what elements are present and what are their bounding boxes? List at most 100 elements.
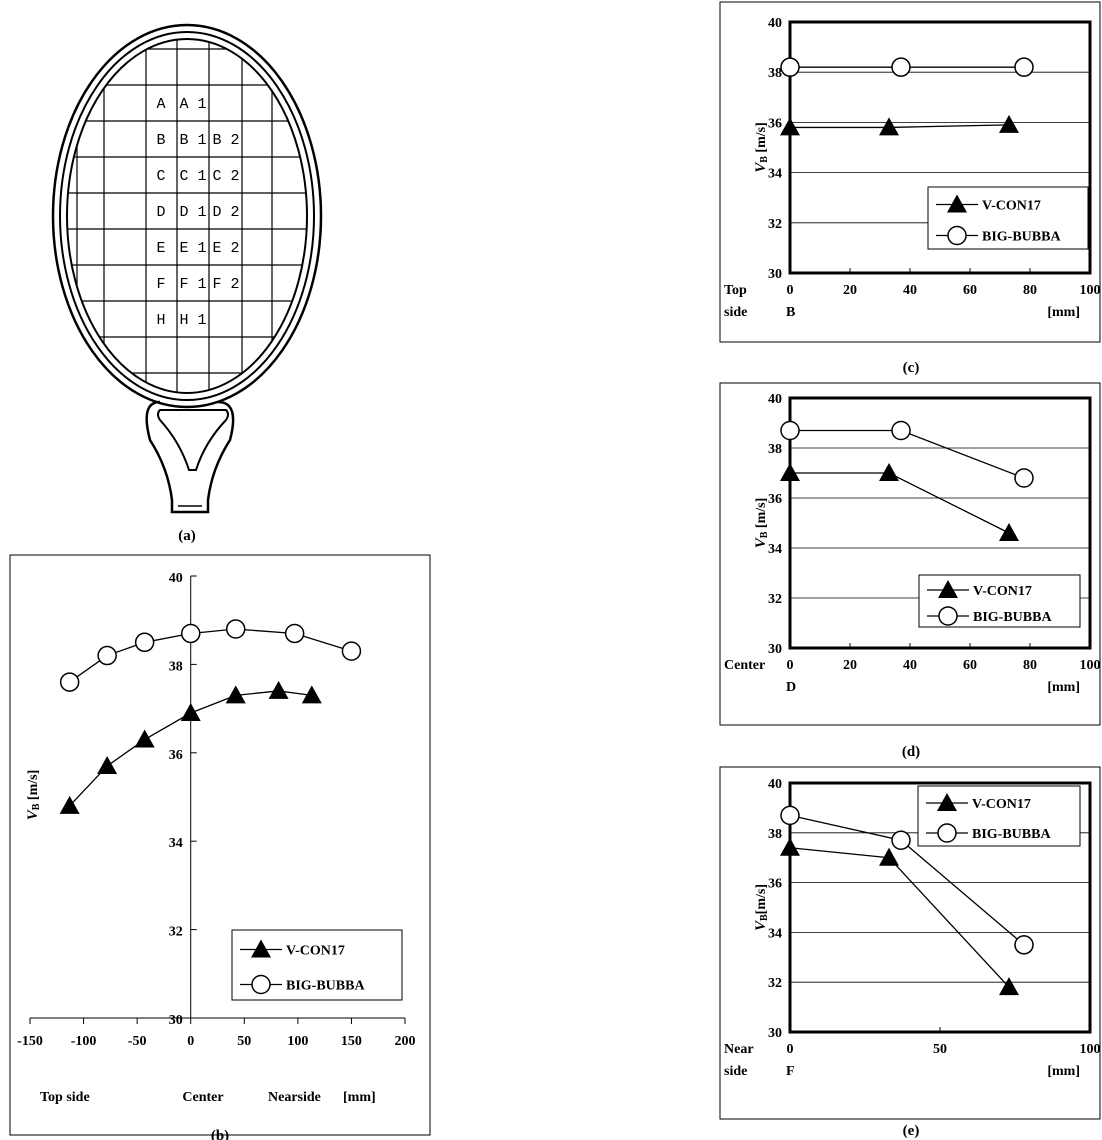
- plot-frame: [788, 396, 1092, 650]
- x-tick-label: -50: [128, 1034, 147, 1049]
- data-point: [180, 623, 201, 644]
- data-point: [780, 57, 800, 77]
- racket-cell-label: C: [156, 168, 165, 185]
- x-tick-label: 0: [787, 283, 794, 298]
- x-tick-label: 0: [787, 658, 794, 673]
- data-point: [225, 619, 246, 639]
- data-point: [879, 117, 899, 136]
- x-axis-label: Top: [724, 283, 747, 298]
- x-axis-label: side: [724, 1064, 747, 1079]
- data-point: [879, 847, 899, 866]
- racket-frame-inner: [59, 31, 315, 401]
- y-tick-label: 30: [768, 1026, 782, 1041]
- panel-label-e: (e): [903, 1123, 920, 1139]
- y-axis-label: VB [m/s]: [25, 770, 42, 821]
- y-tick-label: 34: [169, 836, 183, 851]
- legend-label: BIG-BUBBA: [973, 610, 1052, 625]
- legend-label: V-CON17: [982, 199, 1041, 214]
- racket-cell-label: E 1: [179, 240, 206, 257]
- legend-label: BIG-BUBBA: [286, 979, 365, 994]
- racket-cell-label: B 1: [179, 132, 206, 149]
- racket-cell-label: C 2: [212, 168, 239, 185]
- racket-cell-label: A: [156, 96, 165, 113]
- y-tick-label: 40: [768, 777, 782, 792]
- data-point: [134, 729, 155, 748]
- panel-c-frame: [719, 1, 1101, 343]
- x-tick-label: 40: [903, 658, 917, 673]
- data-point: [97, 645, 117, 666]
- racket-cell-label: F 2: [212, 276, 239, 293]
- racket-cell-label: D 2: [212, 204, 239, 221]
- data-point: [780, 420, 800, 441]
- legend-marker: [938, 606, 958, 626]
- x-unit-label: [mm]: [1047, 680, 1080, 695]
- chart-b: -150 -100 -50 0 50 100 150 200 30 32 34 36 38 40 VB [m…: [17, 571, 415, 1105]
- data-point: [1014, 468, 1034, 488]
- x-tick-label: 100: [1080, 658, 1101, 673]
- x-tick-label: 80: [1023, 658, 1037, 673]
- legend-marker: [251, 974, 271, 995]
- data-point: [780, 837, 800, 856]
- data-point: [59, 672, 80, 692]
- y-tick-label: 34: [768, 926, 782, 941]
- legend-label: V-CON17: [972, 797, 1031, 812]
- data-point: [999, 523, 1019, 541]
- legend-label: BIG-BUBBA: [972, 827, 1051, 842]
- data-point: [891, 57, 911, 77]
- y-tick-label: 38: [768, 827, 782, 842]
- y-tick-label: 30: [768, 267, 782, 282]
- y-tick-label: 36: [768, 116, 782, 131]
- racket-cell-label: F: [156, 276, 165, 293]
- x-tick-label: 0: [787, 1042, 794, 1057]
- legend-marker: [938, 580, 958, 598]
- data-point: [999, 114, 1019, 133]
- y-tick-label: 38: [169, 659, 183, 674]
- x-tick-label: 60: [963, 283, 977, 298]
- panel-d-frame: [719, 382, 1101, 726]
- data-point: [134, 632, 155, 653]
- data-point: [180, 703, 201, 722]
- panel-b-frame: [9, 554, 431, 1136]
- plot-frame: [788, 781, 1092, 1034]
- x-tick-label: 200: [395, 1034, 416, 1049]
- data-point: [780, 463, 800, 481]
- data-point: [341, 641, 362, 661]
- x-tick-label: 0: [187, 1034, 194, 1049]
- y-tick-label: 38: [768, 66, 782, 81]
- racket-cell-label: H 1: [179, 312, 206, 329]
- data-point: [97, 756, 118, 775]
- x-tick-label: 20: [843, 658, 857, 673]
- legend-marker: [937, 793, 957, 811]
- legend-label: BIG-BUBBA: [982, 230, 1061, 245]
- racket-cell-label: E 2: [212, 240, 239, 257]
- y-tick-label: 40: [768, 392, 782, 407]
- y-tick-label: 30: [768, 642, 782, 657]
- y-axis-label: VB[m/s]: [753, 884, 770, 931]
- panel-label-a: (a): [178, 528, 196, 544]
- racket-throat-inner: [157, 409, 229, 471]
- plot-frame: [788, 20, 1092, 275]
- y-tick-label: 36: [768, 877, 782, 892]
- series-line: [790, 472, 1010, 534]
- data-point: [59, 795, 80, 814]
- legend-marker: [947, 194, 967, 213]
- legend-marker: [937, 823, 957, 843]
- chart-e: 30 32 34 36 38 40 0 50 100 Near side F [mm] VB[m/s] V-…: [724, 777, 1101, 1079]
- x-axis-label-left: Top side: [40, 1090, 90, 1105]
- chart-d: 30 32 34 36 38 40 0 20 40 60 80 100 Center D [mm] VB [m…: [724, 392, 1101, 695]
- x-tick-label: 150: [341, 1034, 362, 1049]
- x-tick-label: 50: [237, 1034, 251, 1049]
- series-line: [790, 124, 1010, 129]
- legend-label: V-CON17: [973, 584, 1032, 599]
- x-unit-label: [mm]: [1047, 305, 1080, 320]
- series-line: [789, 847, 1010, 988]
- x-tick-label: -100: [71, 1034, 97, 1049]
- legend-marker: [251, 939, 271, 958]
- panel-label-d: (d): [902, 744, 920, 760]
- x-tick-label: 40: [903, 283, 917, 298]
- panel-label-b: (b): [211, 1128, 229, 1140]
- data-point: [891, 830, 911, 851]
- data-point: [268, 680, 289, 699]
- y-tick-label: 34: [768, 167, 782, 182]
- x-tick-label: 50: [933, 1042, 947, 1057]
